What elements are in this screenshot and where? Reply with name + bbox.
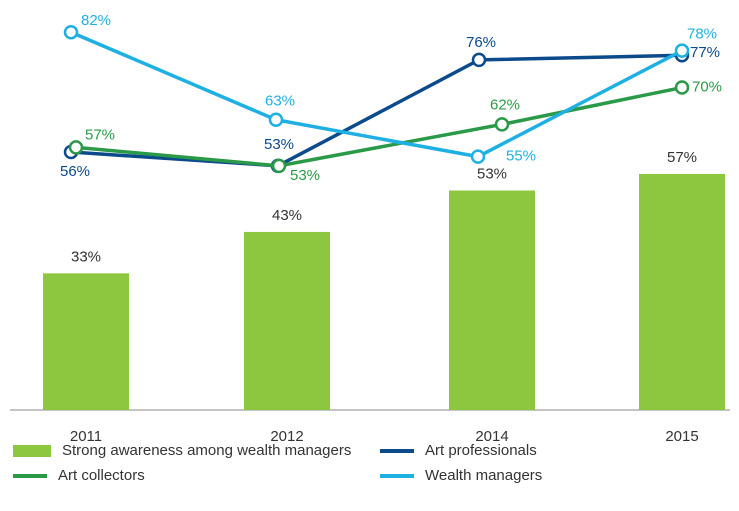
line-marker bbox=[674, 43, 690, 58]
line-marker bbox=[63, 24, 79, 40]
bar-value-label: 53% bbox=[477, 165, 507, 182]
line-value-label: 78% bbox=[687, 26, 717, 43]
bar bbox=[639, 173, 725, 410]
line-value-label: 77% bbox=[690, 44, 720, 61]
line-value-label: 55% bbox=[506, 148, 536, 165]
line-value-label: 56% bbox=[60, 163, 90, 180]
line-value-label: 76% bbox=[466, 34, 496, 51]
line-value-label: 53% bbox=[264, 136, 294, 153]
legend-label: Art collectors bbox=[58, 467, 145, 484]
legend-label: Strong awareness among wealth managers bbox=[62, 442, 351, 459]
bar-value-label: 33% bbox=[71, 248, 101, 265]
line-value-label: 53% bbox=[290, 167, 320, 184]
x-tick-label: 2014 bbox=[475, 428, 508, 445]
line-marker bbox=[470, 149, 486, 164]
line-marker bbox=[271, 158, 287, 174]
line-value-label: 70% bbox=[692, 78, 722, 95]
x-tick-label: 2012 bbox=[270, 428, 303, 445]
line-value-label: 62% bbox=[490, 96, 520, 113]
legend-swatch bbox=[13, 445, 51, 457]
line-marker bbox=[494, 117, 510, 132]
x-tick-label: 2015 bbox=[665, 428, 698, 445]
line bbox=[70, 30, 683, 159]
bar bbox=[244, 231, 330, 410]
legend-label: Art professionals bbox=[425, 442, 537, 459]
legend-label: Wealth managers bbox=[425, 467, 542, 484]
line bbox=[75, 85, 683, 168]
bar bbox=[43, 273, 129, 410]
bar-value-label: 43% bbox=[272, 207, 302, 224]
line-marker bbox=[68, 140, 84, 155]
line-marker bbox=[471, 52, 487, 68]
line bbox=[70, 53, 683, 168]
line-marker bbox=[674, 80, 690, 95]
line-value-label: 57% bbox=[85, 126, 115, 143]
bar-value-label: 57% bbox=[667, 149, 697, 166]
line-marker bbox=[268, 112, 284, 128]
line-value-label: 82% bbox=[81, 12, 111, 29]
line-value-label: 63% bbox=[265, 93, 295, 110]
x-tick-label: 2011 bbox=[70, 428, 102, 445]
bar bbox=[449, 190, 535, 410]
